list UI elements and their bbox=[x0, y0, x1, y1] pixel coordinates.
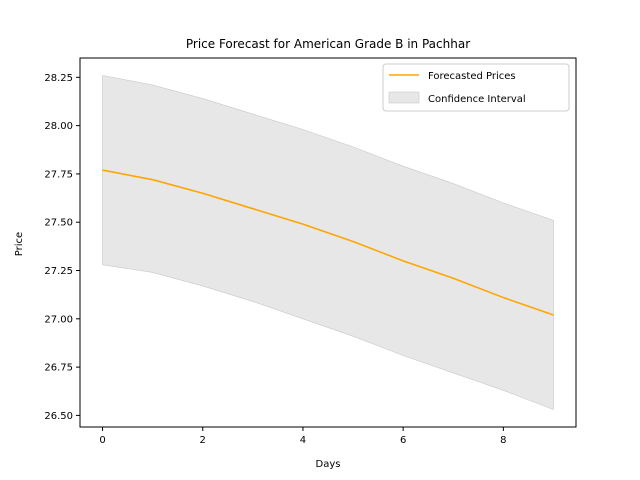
confidence-interval-band bbox=[102, 75, 554, 411]
x-tick-label: 8 bbox=[500, 435, 506, 446]
y-tick-label: 27.75 bbox=[44, 169, 73, 180]
x-tick-label: 4 bbox=[300, 435, 306, 446]
y-tick-label: 28.00 bbox=[44, 121, 73, 132]
legend-box bbox=[382, 63, 570, 112]
axes-frame bbox=[79, 57, 577, 428]
legend-area-swatch bbox=[388, 91, 420, 104]
y-tick-label: 28.25 bbox=[44, 73, 73, 84]
legend-label-forecast: Forecasted Prices bbox=[428, 71, 516, 82]
y-axis-label: Price bbox=[14, 232, 25, 256]
y-tick-label: 27.25 bbox=[44, 266, 73, 277]
x-axis-label: Days bbox=[316, 459, 341, 470]
legend-label-confidence: Confidence Interval bbox=[428, 94, 526, 105]
plot-area: 0 2 4 6 8 26.50 26.75 27.00 27.25 27.50 27.75 28.00… bbox=[44, 57, 577, 446]
legend: Forecasted Prices Confidence Interval bbox=[382, 63, 570, 112]
series-line-0 bbox=[102, 169, 554, 316]
chart-title: Price Forecast for American Grade B in P… bbox=[186, 37, 470, 51]
x-tick-label: 6 bbox=[400, 435, 406, 446]
y-tick-label: 27.50 bbox=[44, 218, 73, 229]
x-tick-label: 2 bbox=[200, 435, 206, 446]
x-tick-label: 0 bbox=[99, 435, 105, 446]
y-tick-label: 26.50 bbox=[44, 411, 73, 422]
y-tick-label: 27.00 bbox=[44, 314, 73, 325]
y-tick-label: 26.75 bbox=[44, 363, 73, 374]
